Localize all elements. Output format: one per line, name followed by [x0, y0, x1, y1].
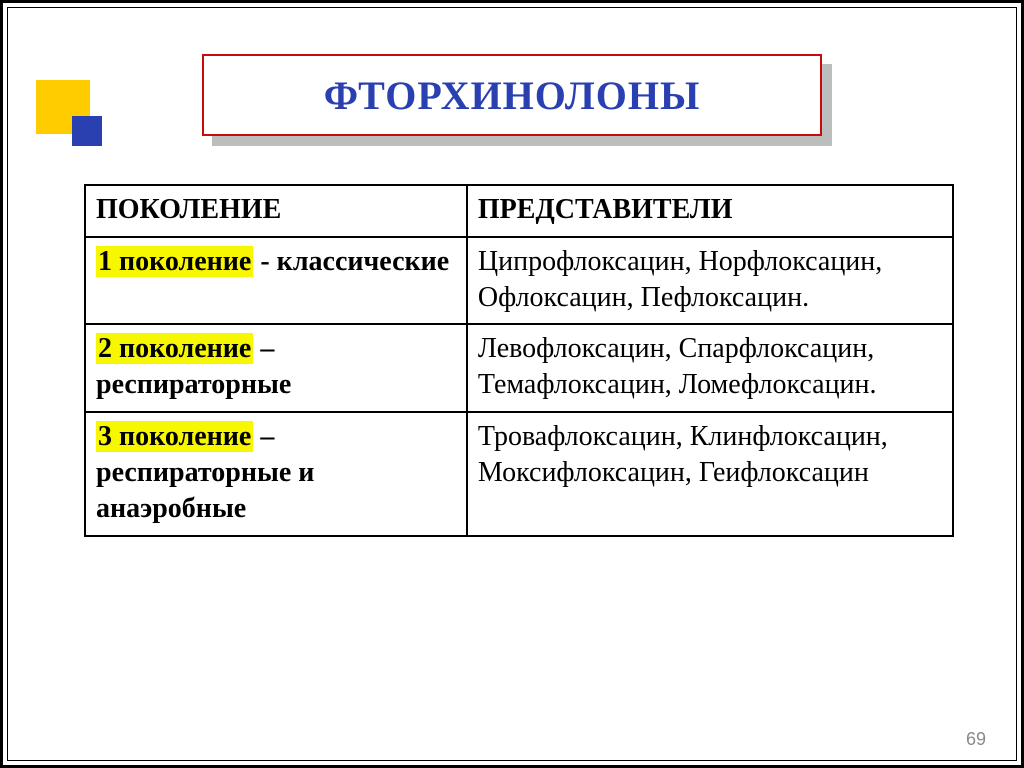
deco-blue-square [72, 116, 102, 146]
table-container: ПОКОЛЕНИЕ ПРЕДСТАВИТЕЛИ 1 поколение - кл… [84, 184, 954, 537]
page-number: 69 [966, 729, 986, 750]
cell-generation: 2 поколение – респираторные [85, 324, 467, 412]
header-generation: ПОКОЛЕНИЕ [85, 185, 467, 237]
slide-title: ФТОРХИНОЛОНЫ [324, 72, 700, 119]
header-representatives: ПРЕДСТАВИТЕЛИ [467, 185, 953, 237]
table-row: 2 поколение – респираторные Левофлоксаци… [85, 324, 953, 412]
slide-frame: { "title": "ФТОРХИНОЛОНЫ", "table": { "h… [7, 7, 1017, 761]
table-header-row: ПОКОЛЕНИЕ ПРЕДСТАВИТЕЛИ [85, 185, 953, 237]
gen-rest: - классические [253, 246, 449, 277]
gen-highlight: 3 поколение [96, 421, 253, 452]
cell-representatives: Тровафлоксацин, Клинфлоксацин, Моксифлок… [467, 412, 953, 535]
cell-generation: 3 поколение – респираторные и анаэробные [85, 412, 467, 535]
table-row: 1 поколение - классические Ципрофлоксаци… [85, 237, 953, 325]
gen-highlight: 1 поколение [96, 246, 253, 277]
table-row: 3 поколение – респираторные и анаэробные… [85, 412, 953, 535]
generations-table: ПОКОЛЕНИЕ ПРЕДСТАВИТЕЛИ 1 поколение - кл… [84, 184, 954, 537]
title-box: ФТОРХИНОЛОНЫ [202, 54, 822, 136]
cell-representatives: Левофлоксацин, Спарфлоксацин, Темафлокса… [467, 324, 953, 412]
corner-decoration [36, 80, 108, 152]
cell-generation: 1 поколение - классические [85, 237, 467, 325]
title-container: ФТОРХИНОЛОНЫ [202, 54, 822, 136]
gen-highlight: 2 поколение [96, 333, 253, 364]
cell-representatives: Ципрофлоксацин, Норфлоксацин, Офлоксацин… [467, 237, 953, 325]
